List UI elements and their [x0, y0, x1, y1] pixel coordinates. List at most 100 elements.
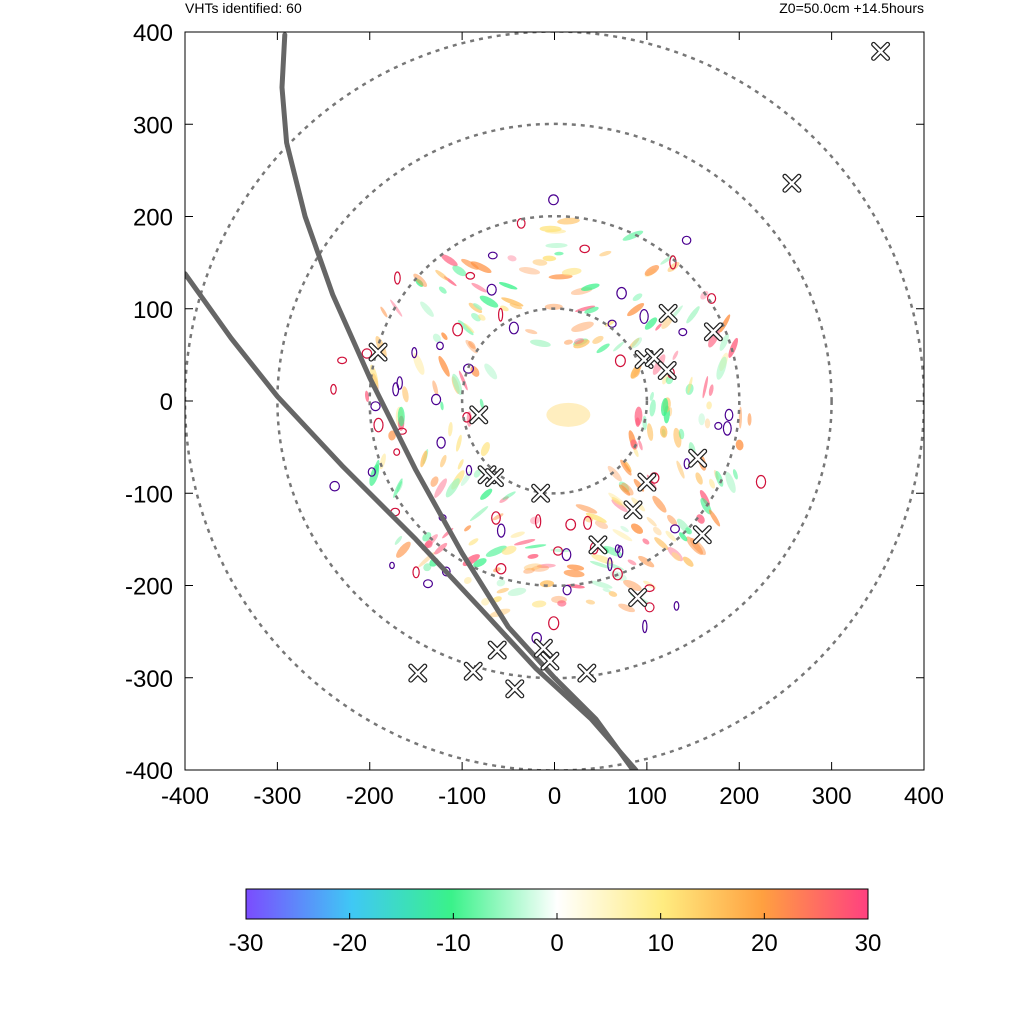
field-blob — [502, 491, 516, 500]
field-blob — [678, 428, 685, 440]
x-tick-label: 0 — [548, 783, 561, 810]
field-blob — [686, 536, 704, 555]
field-blob — [539, 225, 562, 233]
vht-marker — [463, 661, 483, 681]
field-blob — [644, 265, 660, 276]
vht-marker — [505, 679, 525, 699]
field-blob — [642, 538, 650, 545]
x-tick-label: -300 — [253, 783, 301, 810]
vht-marker-fill — [486, 469, 503, 486]
vht-contour — [431, 393, 442, 406]
field-blob — [424, 540, 433, 549]
field-blob — [432, 380, 439, 396]
vht-marker — [692, 525, 712, 545]
field-blob — [665, 530, 677, 542]
field-blob — [432, 333, 441, 343]
field-blob — [557, 217, 580, 225]
x-tick-label: -200 — [346, 783, 394, 810]
vht-contour — [516, 217, 526, 229]
field-blob — [527, 553, 539, 559]
field-blob — [557, 600, 567, 607]
vht-contour — [465, 464, 473, 476]
field-blob — [618, 484, 631, 496]
field-blob — [686, 306, 700, 324]
field-blob — [698, 413, 705, 426]
y-tick-label: 100 — [133, 297, 173, 324]
vht-contour — [669, 524, 680, 534]
field-blob — [485, 545, 507, 557]
vht-contour — [617, 545, 624, 559]
field-blob — [438, 355, 450, 377]
vht-marker — [577, 663, 597, 683]
x-tick-label: 400 — [904, 783, 944, 810]
vht-contour — [389, 561, 395, 570]
vht-marker — [637, 472, 657, 492]
field-blob — [435, 269, 449, 281]
field-blob — [364, 390, 370, 402]
x-tick-label: 300 — [812, 783, 852, 810]
field-blob — [585, 599, 596, 605]
vht-marker-fill — [535, 639, 552, 657]
field-blob — [379, 453, 386, 470]
field-blob — [687, 376, 693, 394]
vht-contour — [644, 602, 655, 613]
x-tick-label: -400 — [161, 783, 209, 810]
field-blob — [531, 565, 550, 572]
field-blob — [638, 555, 655, 568]
vht-contour — [614, 354, 626, 368]
vht-contour — [337, 356, 348, 365]
field-blob — [672, 350, 679, 360]
field-blob — [613, 341, 625, 352]
vht-contour — [669, 255, 677, 270]
field-blob — [492, 596, 502, 603]
vht-marker-fill — [659, 305, 677, 322]
vht-contour — [724, 408, 734, 422]
field-blob — [678, 532, 688, 542]
field-blob — [627, 559, 637, 566]
colorbar-tick-label: 10 — [647, 930, 674, 957]
colorbar-tick-label: 0 — [550, 930, 563, 957]
field-blob — [530, 339, 551, 348]
field-blob — [646, 423, 654, 441]
field-blob — [458, 370, 468, 391]
field-blob — [706, 401, 712, 410]
colorbar-tick-label: -20 — [332, 930, 367, 957]
field-blob — [499, 282, 518, 290]
field-blob — [441, 332, 448, 341]
field-blob — [652, 495, 667, 513]
vht-contour — [583, 515, 593, 530]
y-tick-label: 300 — [133, 112, 173, 139]
vht-marker-fill — [689, 449, 706, 467]
vht-marker — [368, 342, 388, 362]
field-blob — [484, 363, 498, 380]
field-blob — [501, 545, 517, 555]
colorbar-ticks: -30 -20 -10 0 10 20 30 — [229, 913, 881, 957]
vht-marker — [623, 500, 643, 520]
vht-marker — [588, 535, 608, 555]
field-blob — [566, 564, 585, 571]
field-blob — [676, 460, 685, 479]
field-blob — [573, 338, 585, 345]
field-blob — [708, 509, 721, 527]
vht-marker-fill — [638, 473, 656, 491]
plot-area — [185, 32, 924, 770]
field-blob — [610, 571, 627, 581]
vht-marker — [540, 651, 560, 671]
field-blob — [673, 427, 682, 448]
x-tick-label: 200 — [719, 783, 759, 810]
field-blob — [422, 532, 432, 542]
field-blob — [611, 497, 623, 506]
field-blob — [631, 337, 643, 349]
field-blob — [654, 537, 669, 550]
field-blob — [525, 329, 538, 335]
vht-contour — [486, 283, 497, 296]
vht-marker — [484, 468, 504, 488]
vht-contour — [496, 523, 506, 538]
field-blob — [621, 482, 634, 496]
field-blob — [563, 569, 585, 578]
field-blob — [575, 504, 598, 514]
vht-contour — [683, 458, 691, 470]
vht-markers — [368, 41, 891, 699]
vht-contour — [508, 321, 520, 335]
field-blob — [473, 303, 483, 311]
